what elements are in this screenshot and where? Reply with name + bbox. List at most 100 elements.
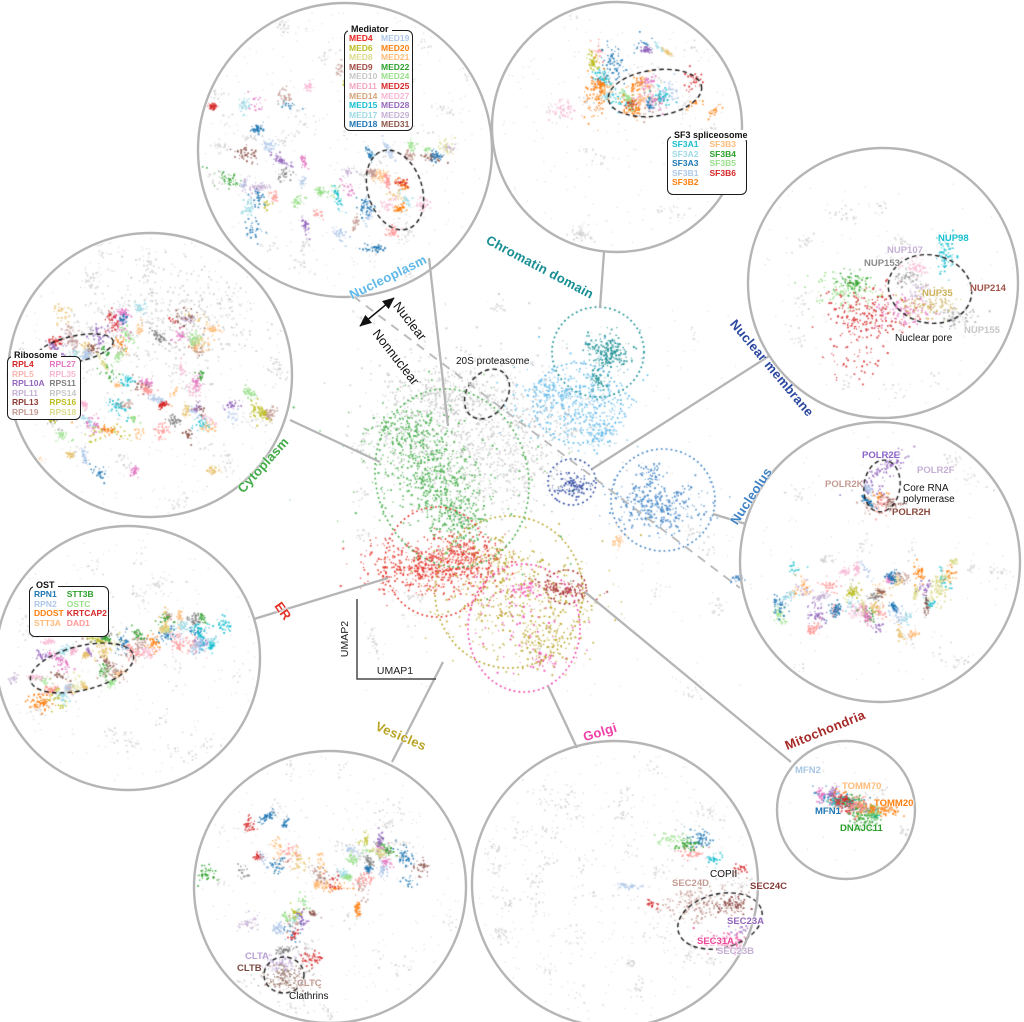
gene-label-polr2f: POLR2F bbox=[917, 465, 955, 476]
legend-entry-rpl5: RPL5 bbox=[12, 368, 34, 379]
legend-entry-med27: MED27 bbox=[381, 90, 410, 101]
legend-entry-rpl11: RPL11 bbox=[12, 387, 38, 398]
legend-entry-dad1: DAD1 bbox=[66, 617, 90, 628]
gene-label-polr2e: POLR2E bbox=[862, 450, 901, 461]
gene-label-tomm20: TOMM20 bbox=[874, 798, 914, 809]
legend-entry-sf3b6: SF3B6 bbox=[709, 167, 736, 178]
legend-title: Mediator bbox=[348, 24, 392, 34]
nuclear-nonnuclear-arrow bbox=[359, 297, 395, 327]
panel-circle-vesicles bbox=[192, 749, 468, 1022]
legend-entry-stt3a: STT3A bbox=[34, 617, 61, 628]
legend-entry-rpl35: RPL35 bbox=[49, 368, 76, 379]
legend-entry-stt3b: STT3B bbox=[66, 589, 94, 599]
umap-axis-lines bbox=[356, 599, 436, 680]
legend-entry-rpl19: RPL19 bbox=[12, 406, 39, 417]
legend-sf3-spliceosome: SF3 spliceosome SF3A1 SF3A2 SF3A3 SF3B1 SF3B2… bbox=[667, 130, 751, 195]
legend-ost: OST RPN1 RPN2 DDOST STT3A STT3B OSTC KRTCAP2 DAD… bbox=[29, 580, 109, 637]
gene-label-nup155: NUP155 bbox=[964, 325, 1000, 336]
legend-entry-med15: MED15 bbox=[349, 100, 378, 111]
legend-ribosome: Ribosome RPL4 RPL5 RPL10A RPL11 RPL13 RPL19 RPL… bbox=[7, 350, 81, 420]
legend-entry-med31: MED31 bbox=[381, 119, 410, 130]
panel-circle-nucleolus bbox=[738, 420, 1022, 704]
gene-label-sec24d: SEC24D bbox=[672, 878, 709, 889]
legend-entry-med11: MED11 bbox=[349, 80, 377, 91]
gene-label-mfn1: MFN1 bbox=[815, 806, 841, 817]
gene-label-sec24c: SEC24C bbox=[750, 881, 787, 892]
gene-label-cltb: CLTB bbox=[237, 963, 262, 974]
gene-label-dnajc11: DNAJC11 bbox=[840, 823, 883, 834]
legend-entry-rps14: RPS14 bbox=[49, 387, 77, 398]
legend-entry-rps11: RPS11 bbox=[49, 378, 76, 389]
gene-label-nup214: NUP214 bbox=[970, 283, 1006, 294]
caption-clathrins: Clathrins bbox=[289, 991, 329, 1002]
connector-lines bbox=[253, 251, 792, 763]
legend-entry-med17: MED17 bbox=[349, 109, 378, 120]
gene-label-nup107: NUP107 bbox=[887, 245, 923, 256]
legend-entry-krtcap2: KRTCAP2 bbox=[66, 608, 107, 619]
panel-circle-chromatin-domain bbox=[490, 0, 744, 254]
legend-entries: RPN1 RPN2 DDOST STT3A STT3B OSTC KRTCAP2 DAD1 bbox=[34, 589, 107, 628]
legend-entry-sf3b3: SF3B3 bbox=[709, 139, 736, 149]
legend-entry-rpl4: RPL4 bbox=[12, 359, 34, 369]
gene-label-polr2k: POLR2K bbox=[825, 479, 864, 490]
legend-entry-med9: MED9 bbox=[349, 61, 373, 72]
legend-title: Ribosome bbox=[11, 350, 61, 360]
panel-circle-golgi bbox=[470, 739, 760, 1022]
legend-entry-sf3b1: SF3B1 bbox=[672, 167, 699, 178]
panel-circle-er bbox=[0, 524, 262, 792]
gene-label-tomm70: TOMM70 bbox=[842, 781, 882, 792]
legend-entry-rps16: RPS16 bbox=[49, 397, 77, 408]
legend-entry-sf3b2: SF3B2 bbox=[672, 177, 699, 188]
legend-entry-med19: MED19 bbox=[381, 33, 410, 43]
legend-entry-med6: MED6 bbox=[349, 42, 373, 53]
legend-entries: RPL4 RPL5 RPL10A RPL11 RPL13 RPL19 RPL27 RPL35 R… bbox=[12, 359, 78, 418]
legend-entries: MED4 MED6 MED8 MED9 MED10 MED11 MED14 MED15 MED1… bbox=[349, 33, 410, 130]
legend-entry-sf3b4: SF3B4 bbox=[709, 148, 736, 159]
legend-entry-rps18: RPS18 bbox=[49, 406, 77, 417]
legend-entry-med29: MED29 bbox=[381, 109, 410, 120]
legend-entry-med25: MED25 bbox=[381, 80, 410, 91]
legend-entry-med8: MED8 bbox=[349, 52, 373, 63]
legend-entries: SF3A1 SF3A2 SF3A3 SF3B1 SF3B2 SF3B3 SF3B4 SF3B5… bbox=[672, 139, 744, 188]
legend-title: SF3 spliceosome bbox=[671, 130, 751, 140]
legend-entry-rpn1: RPN1 bbox=[34, 589, 57, 599]
nuclear-nonn-divider-line bbox=[352, 295, 741, 589]
legend-entry-rpl13: RPL13 bbox=[12, 397, 39, 408]
gene-label-clta: CLTA bbox=[245, 951, 269, 962]
gene-label-nup98: NUP98 bbox=[938, 233, 969, 244]
gene-label-nup35: NUP35 bbox=[922, 288, 953, 299]
caption-20s-proteasome: 20S proteasome bbox=[456, 356, 530, 367]
legend-entry-med21: MED21 bbox=[381, 52, 410, 63]
legend-entry-med28: MED28 bbox=[381, 100, 410, 111]
legend-entry-sf3a3: SF3A3 bbox=[672, 158, 699, 169]
caption-copii: COPII bbox=[710, 869, 738, 880]
legend-entry-rpl10a: RPL10A bbox=[12, 378, 45, 389]
legend-entry-ostc: OSTC bbox=[66, 598, 91, 609]
legend-entry-med18: MED18 bbox=[349, 119, 378, 130]
legend-entry-med22: MED22 bbox=[381, 61, 410, 72]
gene-label-polr2h: POLR2H bbox=[892, 507, 931, 518]
legend-entry-sf3a2: SF3A2 bbox=[672, 148, 699, 159]
gene-label-sec23a: SEC23A bbox=[727, 916, 764, 927]
umap1-axis-label: UMAP1 bbox=[376, 665, 414, 677]
panel-circle-nuclear-membrane bbox=[746, 146, 1020, 420]
legend-entry-med14: MED14 bbox=[349, 90, 378, 101]
gene-label-nup153: NUP153 bbox=[864, 258, 900, 269]
gene-label-sec23b: SEC23B bbox=[717, 946, 754, 957]
panel-circle-nucleoplasm bbox=[196, 1, 494, 299]
gene-label-mfn2: MFN2 bbox=[795, 765, 821, 776]
umap2-axis-label: UMAP2 bbox=[339, 620, 351, 658]
caption-core-rna-polymerase: Core RNA polymerase bbox=[903, 483, 955, 506]
legend-entry-med24: MED24 bbox=[381, 71, 410, 82]
caption-nuclear-pore: Nuclear pore bbox=[895, 333, 953, 344]
legend-entry-med4: MED4 bbox=[349, 33, 373, 43]
legend-entry-sf3a1: SF3A1 bbox=[672, 139, 699, 149]
legend-mediator: Mediator MED4 MED6 MED8 MED9 MED10 MED11 MED14 M… bbox=[344, 24, 413, 131]
gene-label-cltc: CLTC bbox=[297, 978, 322, 989]
gene-label-sec31a: SEC31A bbox=[697, 936, 734, 947]
legend-entry-rpn2: RPN2 bbox=[34, 598, 57, 609]
legend-entry-med10: MED10 bbox=[349, 71, 378, 82]
